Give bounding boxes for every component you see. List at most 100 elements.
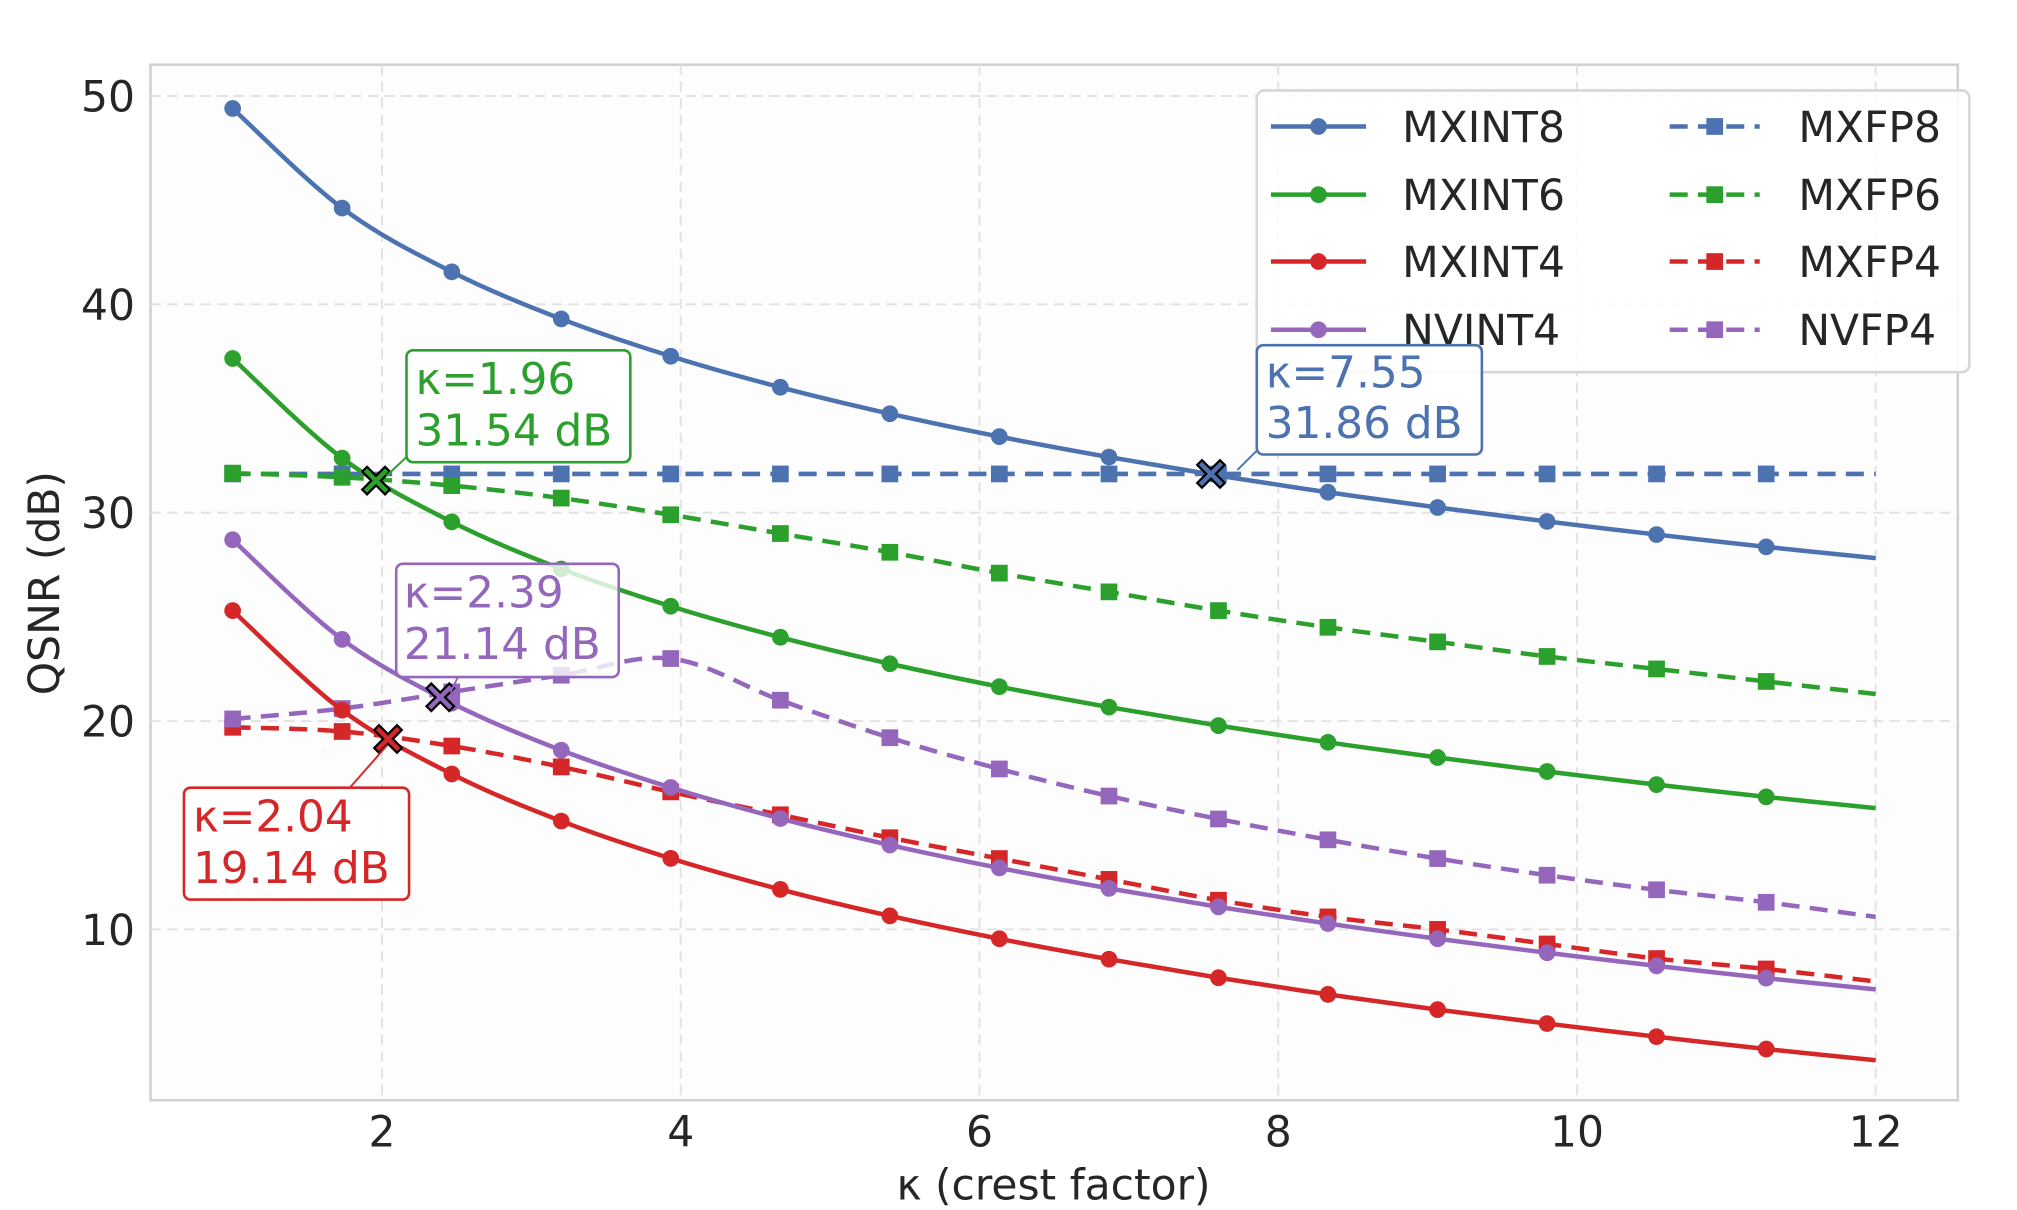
legend-marker: [1310, 321, 1327, 339]
annotation-qsnr: 21.14 dB: [404, 619, 601, 670]
data-point: [1100, 879, 1118, 897]
series-mxint8: [224, 100, 1876, 561]
data-point: [1100, 950, 1118, 968]
annotation-qsnr: 19.14 dB: [193, 843, 390, 894]
intersection-x-icon: [428, 685, 453, 710]
line-mxint4: [231, 608, 1876, 1063]
data-point: [1429, 1001, 1446, 1018]
data-point: [772, 525, 789, 542]
series-mxint4: [224, 602, 1876, 1063]
data-point: [662, 779, 680, 796]
data-point: [772, 691, 789, 709]
data-point: [333, 449, 351, 467]
data-point: [990, 930, 1008, 948]
data-point: [443, 513, 461, 531]
series-nvint4: [224, 531, 1876, 992]
annotation-qsnr: 31.86 dB: [1266, 398, 1463, 449]
series-mxfp6: [224, 464, 1876, 697]
data-point: [224, 602, 242, 619]
data-point: [1538, 648, 1556, 665]
annotation-arrow: [1236, 449, 1258, 471]
annotation-box: [405, 349, 632, 464]
legend-marker: [1706, 186, 1724, 204]
annotation-kappa: κ=2.04: [193, 791, 353, 842]
data-point: [990, 564, 1008, 582]
legend-item-mxint6: MXINT6: [1270, 172, 1565, 221]
data-point: [224, 350, 242, 367]
annotation-arrow: [349, 744, 388, 789]
data-point: [1429, 465, 1446, 483]
x-tick-label: 4: [667, 1109, 694, 1158]
data-point: [1319, 733, 1337, 751]
data-point: [1757, 538, 1775, 556]
data-point: [333, 631, 351, 648]
data-point: [1429, 749, 1446, 766]
annotation-kappa: κ=1.96: [415, 354, 575, 405]
data-point: [1757, 465, 1775, 483]
data-point: [1757, 673, 1775, 690]
data-point: [1319, 483, 1337, 501]
data-point: [333, 468, 351, 486]
data-point: [1210, 898, 1227, 916]
legend-item-mxint4: MXINT4: [1270, 239, 1565, 288]
data-point: [662, 465, 680, 483]
x-tick-label: 8: [1265, 1109, 1292, 1158]
legend-item-nvfp4: NVFP4: [1669, 307, 1936, 356]
intersection-x-icon: [1198, 461, 1224, 487]
annotation-green: κ=1.96 31.54 dB: [385, 349, 632, 478]
legend-label: NVFP4: [1798, 307, 1936, 356]
legend-label: MXFP6: [1798, 172, 1941, 221]
annotation-box: [182, 786, 411, 901]
data-point: [662, 597, 680, 615]
y-tick-label: 20: [81, 698, 135, 747]
y-axis-label: QSNR (dB): [21, 471, 70, 695]
annotation-arrow: [449, 676, 459, 693]
data-point: [1319, 986, 1337, 1003]
data-point: [1538, 1015, 1556, 1032]
data-point: [1100, 465, 1118, 483]
annotation-red: κ=2.04 19.14 dB: [182, 744, 411, 901]
data-point: [1538, 944, 1556, 962]
line-nvfp4: [232, 655, 1876, 920]
legend-item-mxfp8: MXFP8: [1669, 104, 1941, 153]
data-point: [662, 849, 680, 867]
annotation-arrow: [385, 456, 408, 478]
line-mxint6: [231, 356, 1876, 811]
data-point: [772, 628, 789, 646]
data-point: [1538, 465, 1556, 483]
data-point: [881, 405, 899, 423]
data-point: [662, 347, 680, 365]
data-point: [552, 465, 570, 483]
annotation-kappa: κ=2.39: [404, 568, 564, 619]
data-point: [552, 758, 570, 776]
data-point: [1648, 957, 1665, 975]
x-axis-label: κ (crest factor): [896, 1161, 1210, 1210]
y-tick-label: 40: [81, 282, 135, 331]
data-point: [1648, 1028, 1665, 1046]
data-point: [1210, 717, 1227, 734]
legend-label: MXINT8: [1402, 104, 1565, 153]
data-point: [662, 506, 680, 524]
annotation-qsnr: 31.54 dB: [415, 405, 612, 456]
data-point: [1100, 583, 1118, 601]
data-point: [881, 465, 899, 483]
series-mxint6: [224, 350, 1876, 811]
data-point: [662, 650, 680, 667]
data-point: [552, 310, 570, 328]
intersection-x-icon: [363, 468, 389, 493]
data-point: [1100, 698, 1118, 716]
y-tick-label: 30: [81, 490, 135, 539]
data-point: [1319, 618, 1337, 636]
data-point: [881, 729, 899, 747]
data-point: [1319, 465, 1337, 483]
data-point: [990, 428, 1008, 446]
data-point: [1429, 850, 1446, 867]
series-nvfp4: [224, 650, 1876, 920]
data-point: [552, 812, 570, 830]
data-point: [443, 477, 461, 494]
data-point: [772, 378, 789, 396]
x-tick-label: 6: [966, 1109, 993, 1158]
data-point: [224, 464, 242, 482]
data-point: [990, 678, 1008, 696]
data-point: [881, 836, 899, 854]
